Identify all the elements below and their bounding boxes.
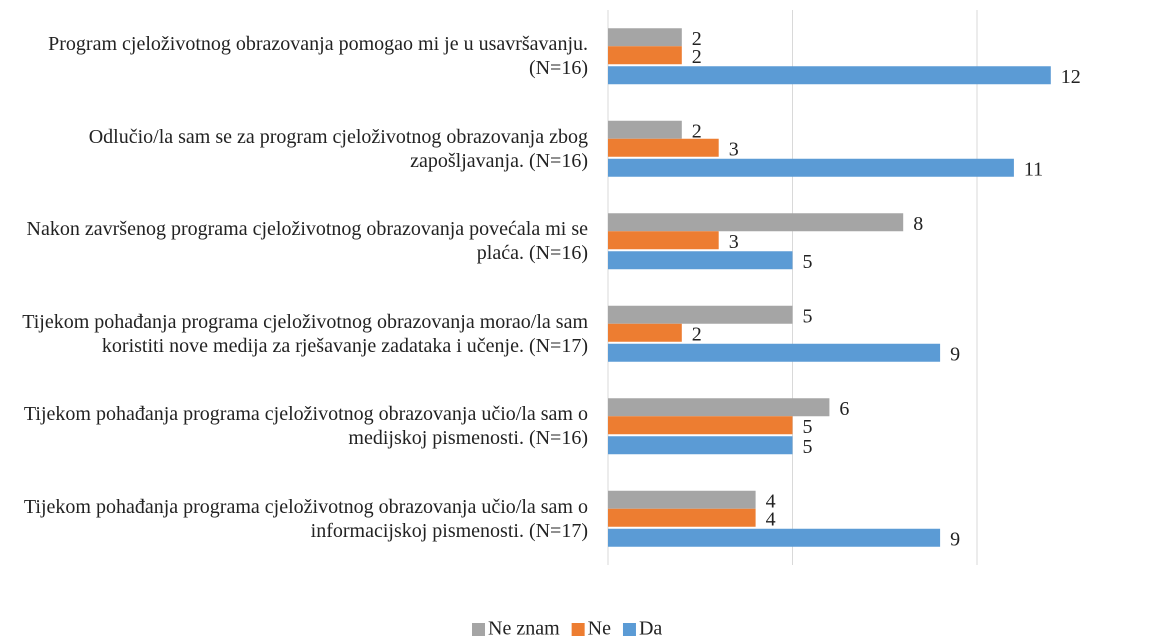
category-label: Tijekom pohađanja programa cjeloživotnog… <box>10 473 588 566</box>
bar <box>608 251 793 270</box>
bar <box>608 46 682 65</box>
bar <box>608 323 682 342</box>
bar <box>608 398 830 417</box>
bar <box>608 508 756 527</box>
bar <box>608 305 793 324</box>
category-label: Program cjeloživotnog obrazovanja pomoga… <box>10 10 588 103</box>
bar <box>608 490 756 509</box>
bar <box>608 66 1051 85</box>
bar <box>608 138 719 157</box>
legend-swatch <box>622 623 636 636</box>
data-label: 8 <box>913 213 923 235</box>
category-text: Odlučio/la sam se za program cjeloživotn… <box>88 125 588 172</box>
data-label: 3 <box>729 138 739 160</box>
category-label: Tijekom pohađanja programa cjeloživotnog… <box>10 288 588 381</box>
data-label: 3 <box>729 231 739 253</box>
data-label: 2 <box>692 46 702 68</box>
bar <box>608 120 682 139</box>
bar <box>608 416 793 435</box>
legend-label: Ne znam <box>488 618 560 640</box>
data-label: 6 <box>839 398 849 420</box>
legend-label: Ne <box>588 618 611 640</box>
data-label: 9 <box>950 343 960 365</box>
data-label: 4 <box>766 490 776 512</box>
category-text: Tijekom pohađanja programa cjeloživotnog… <box>23 403 588 450</box>
data-label: 9 <box>950 528 960 550</box>
data-label: 5 <box>803 416 813 438</box>
category-text: Tijekom pohađanja programa cjeloživotnog… <box>22 310 588 357</box>
data-label: 4 <box>766 508 776 530</box>
bar <box>608 28 682 47</box>
data-label: 2 <box>692 120 702 142</box>
category-label: Odlučio/la sam se za program cjeloživotn… <box>10 103 588 196</box>
category-text: Nakon završenog programa cjeloživotnog o… <box>26 218 588 265</box>
data-label: 5 <box>803 251 813 273</box>
bar <box>608 158 1014 177</box>
legend-label: Da <box>639 618 662 640</box>
bar <box>608 436 793 455</box>
legend-swatch <box>472 623 485 636</box>
category-label: Tijekom pohađanja programa cjeloživotnog… <box>10 380 588 473</box>
category-text: Program cjeloživotnog obrazovanja pomoga… <box>48 33 588 80</box>
data-label: 2 <box>692 28 702 50</box>
bar <box>608 343 941 362</box>
category-text: Tijekom pohađanja programa cjeloživotnog… <box>23 495 588 542</box>
data-label: 5 <box>803 436 813 458</box>
legend-swatch <box>571 623 585 636</box>
bar <box>608 213 904 232</box>
category-label: Nakon završenog programa cjeloživotnog o… <box>10 195 588 288</box>
data-label: 2 <box>692 323 702 345</box>
data-label: 5 <box>803 305 813 327</box>
data-label: 12 <box>1061 66 1081 88</box>
data-label: 11 <box>1024 158 1043 180</box>
bar <box>608 528 941 547</box>
bar <box>608 231 719 250</box>
